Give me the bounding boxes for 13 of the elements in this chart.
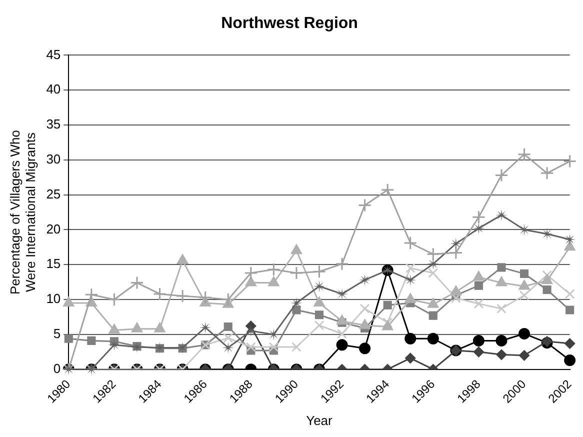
y-tick-label: 15 [46, 256, 61, 272]
y-tick-label: 5 [53, 326, 61, 342]
y-tick-label: 30 [46, 151, 61, 166]
y-axis-title: Percentage of Villagers Who Were International Migrants [7, 130, 38, 295]
y-tick-label: 20 [46, 221, 61, 236]
x-axis-title: Year [306, 412, 334, 428]
y-tick-label: 25 [46, 186, 61, 202]
y-tick-label: 35 [46, 116, 61, 132]
y-tick-label: 45 [46, 46, 61, 62]
y-tick-label: 40 [46, 82, 61, 97]
chart-title: Northwest Region [221, 15, 358, 32]
y-tick-label: 10 [46, 291, 61, 306]
y-tick-label: 0 [53, 360, 61, 376]
